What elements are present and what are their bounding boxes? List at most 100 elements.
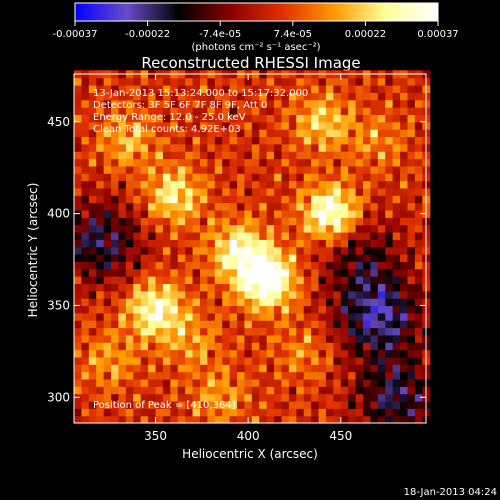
heatmap-cell <box>325 143 334 152</box>
heatmap-cell <box>348 246 357 255</box>
heatmap-cell <box>177 364 186 373</box>
heatmap-cell <box>377 393 386 402</box>
heatmap-cell <box>88 312 97 321</box>
heatmap-cell <box>133 305 142 314</box>
heatmap-cell <box>281 393 290 402</box>
heatmap-cell <box>118 158 127 167</box>
heatmap-cell <box>414 129 423 138</box>
heatmap-cell <box>148 268 157 277</box>
heatmap-cell <box>266 261 275 270</box>
heatmap-cell <box>207 92 216 101</box>
heatmap-cell <box>118 136 127 145</box>
heatmap-cell <box>185 400 194 409</box>
heatmap-cell <box>414 312 423 321</box>
heatmap-cell <box>229 165 238 174</box>
heatmap-cell <box>111 92 120 101</box>
heatmap-cell <box>214 165 223 174</box>
heatmap-cell <box>340 393 349 402</box>
heatmap-cell <box>259 364 268 373</box>
heatmap-cell <box>392 129 401 138</box>
heatmap-cell <box>348 173 357 182</box>
heatmap-cell <box>155 393 164 402</box>
heatmap-cell <box>251 276 260 284</box>
heatmap-cell <box>74 129 83 138</box>
heatmap-cell <box>363 268 372 277</box>
colorbar-ticks: -0.00037 -0.00022 -7.4e-05 7.4e-05 0.00022 0.… <box>53 21 459 40</box>
heatmap-cell <box>118 386 127 395</box>
heatmap-cell <box>140 386 149 395</box>
heatmap-cell <box>140 261 149 270</box>
heatmap-cell <box>370 283 379 292</box>
heatmap-cell <box>74 151 83 160</box>
heatmap-cell <box>363 327 372 336</box>
heatmap-cell <box>385 85 394 93</box>
heatmap-cell <box>103 195 112 204</box>
heatmap-cell <box>363 187 372 196</box>
heatmap-cell <box>185 408 194 417</box>
heatmap-cell <box>199 85 208 93</box>
heatmap-cell <box>88 77 97 86</box>
heatmap-cell <box>311 114 320 123</box>
heatmap-cell <box>407 254 416 262</box>
heatmap-cell <box>377 415 386 424</box>
heatmap-cell <box>370 327 379 336</box>
heatmap-cell <box>222 349 231 358</box>
heatmap-cell <box>155 386 164 395</box>
heatmap-cell <box>96 334 105 343</box>
heatmap-cell <box>266 320 275 329</box>
heatmap-cell <box>162 121 171 130</box>
heatmap-cell <box>207 136 216 145</box>
heatmap-cell <box>170 290 179 299</box>
heatmap-cell <box>318 209 327 218</box>
heatmap-cell <box>192 165 201 174</box>
heatmap-cell <box>170 327 179 336</box>
heatmap-cell <box>333 173 342 182</box>
heatmap-cell <box>259 371 268 380</box>
heatmap-cell <box>111 356 120 365</box>
heatmap-cell <box>103 312 112 321</box>
heatmap-cell <box>414 202 423 211</box>
heatmap-cell <box>177 415 186 424</box>
heatmap-cell <box>333 415 342 424</box>
heatmap-cell <box>392 334 401 343</box>
heatmap-cell <box>414 393 423 402</box>
heatmap-cell <box>370 415 379 424</box>
heatmap-cell <box>229 268 238 277</box>
heatmap-cell <box>370 224 379 233</box>
heatmap-cell <box>318 158 327 167</box>
heatmap-cell <box>133 342 142 351</box>
heatmap-cell <box>192 386 201 395</box>
heatmap-cell <box>155 209 164 218</box>
heatmap-cell <box>355 298 364 307</box>
heatmap-cell <box>155 195 164 204</box>
heatmap-cell <box>296 85 305 93</box>
heatmap-cell <box>81 400 90 409</box>
heatmap-cell <box>392 283 401 292</box>
heatmap-cell <box>81 231 90 240</box>
heatmap-cell <box>177 400 186 409</box>
heatmap-cell <box>303 342 312 351</box>
heatmap-cell <box>259 356 268 365</box>
heatmap-cell <box>192 364 201 373</box>
heatmap-cell <box>377 320 386 329</box>
heatmap-cell <box>81 202 90 211</box>
heatmap-cell <box>192 202 201 211</box>
heatmap-cell <box>103 415 112 424</box>
heatmap-cell <box>155 320 164 329</box>
heatmap-cell <box>363 165 372 174</box>
heatmap-cell <box>377 121 386 130</box>
heatmap-cell <box>244 217 253 226</box>
heatmap-cell <box>244 290 253 299</box>
heatmap-cell <box>229 202 238 211</box>
heatmap-cell <box>199 92 208 101</box>
heatmap-cell <box>214 254 223 262</box>
heatmap-cell <box>185 121 194 130</box>
heatmap-cell <box>237 92 246 101</box>
heatmap-cell <box>229 320 238 329</box>
heatmap-cell <box>155 187 164 196</box>
heatmap-cell <box>251 371 260 380</box>
heatmap-cell <box>125 195 134 204</box>
heatmap-cell <box>199 202 208 211</box>
heatmap-cell <box>318 85 327 93</box>
heatmap-cell <box>237 143 246 152</box>
